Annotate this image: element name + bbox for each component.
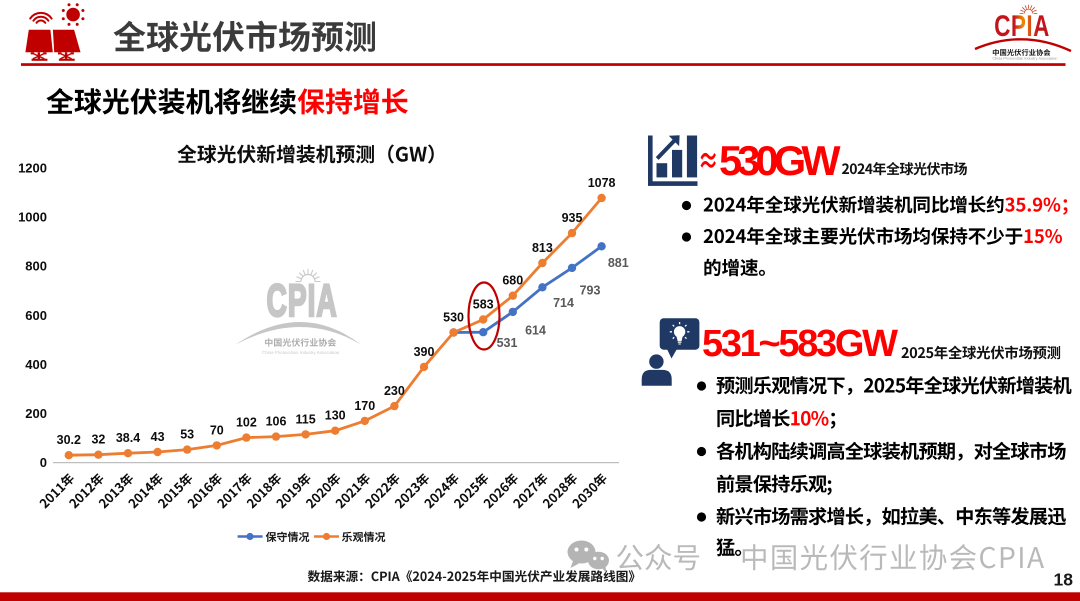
svg-text:18: 18 [1054, 570, 1074, 590]
svg-text:793: 793 [580, 284, 601, 298]
svg-text:106: 106 [266, 415, 287, 429]
svg-text:400: 400 [25, 357, 47, 372]
svg-text:102: 102 [236, 416, 257, 430]
svg-text:935: 935 [562, 211, 583, 225]
svg-text:230: 230 [384, 384, 405, 398]
svg-text:115: 115 [296, 412, 316, 426]
svg-text:170: 170 [354, 399, 375, 413]
svg-text:531~583GW: 531~583GW [702, 323, 898, 365]
svg-text:530GW: 530GW [719, 137, 841, 184]
svg-text:30.2: 30.2 [57, 433, 81, 447]
svg-text:200: 200 [25, 406, 47, 421]
svg-text:531: 531 [497, 336, 518, 350]
svg-text:1078: 1078 [588, 176, 616, 190]
svg-text:390: 390 [414, 345, 435, 359]
svg-text:53: 53 [180, 428, 194, 442]
svg-text:530: 530 [443, 311, 464, 325]
svg-text:1200: 1200 [18, 161, 47, 176]
svg-text:680: 680 [502, 274, 523, 288]
svg-text:43: 43 [151, 430, 165, 444]
svg-text:600: 600 [25, 308, 47, 323]
svg-text:32: 32 [91, 433, 105, 447]
svg-text:800: 800 [25, 259, 47, 274]
svg-text:614: 614 [525, 324, 546, 338]
svg-text:583: 583 [473, 298, 494, 312]
svg-text:881: 881 [608, 256, 629, 270]
svg-text:1000: 1000 [18, 210, 47, 225]
svg-text:0: 0 [40, 455, 47, 470]
svg-text:714: 714 [553, 296, 574, 310]
svg-text:130: 130 [325, 409, 346, 423]
svg-text:813: 813 [532, 241, 553, 255]
svg-text:38.4: 38.4 [116, 431, 140, 445]
svg-text:70: 70 [210, 423, 224, 437]
